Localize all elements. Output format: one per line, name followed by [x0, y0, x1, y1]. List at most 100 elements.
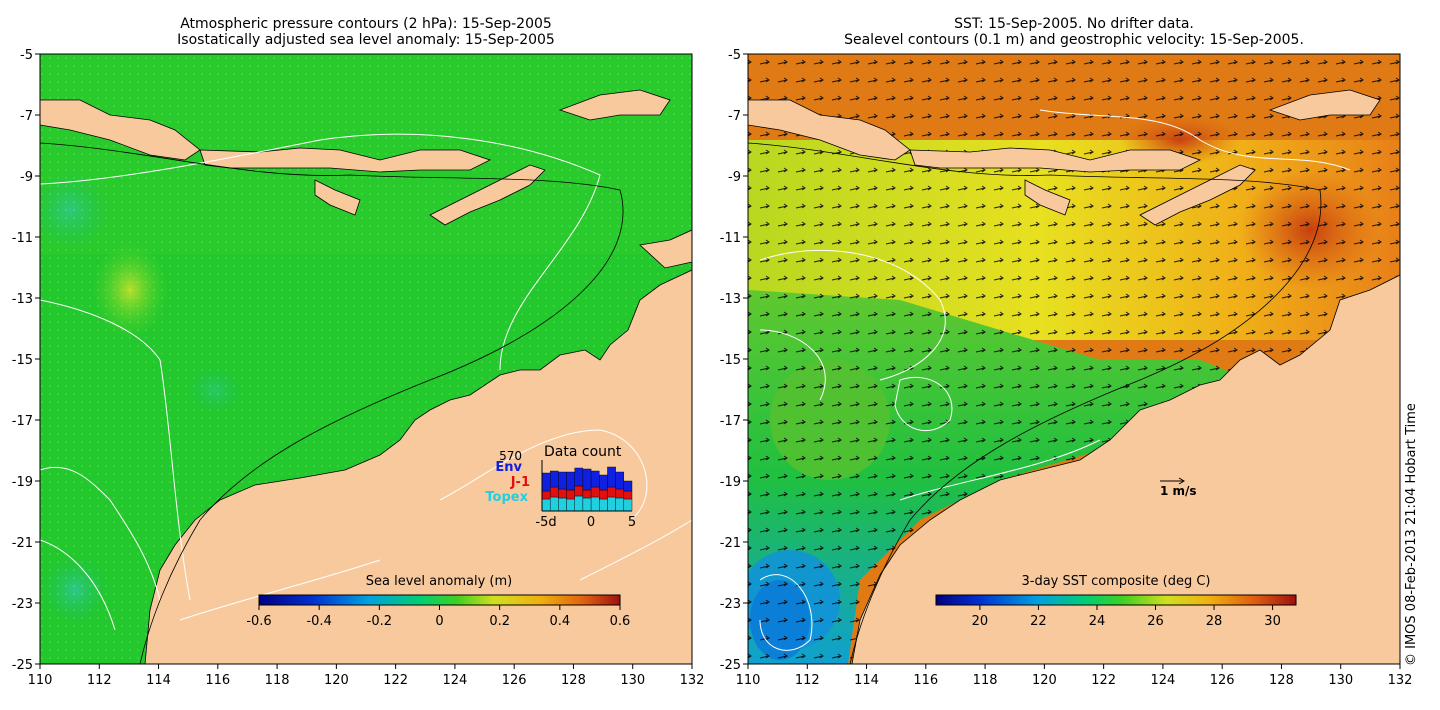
- left-lon-tick-118: 118: [265, 673, 290, 688]
- left-lat-tick--15: -15: [12, 353, 33, 368]
- right-title-line2: Sealevel contours (0.1 m) and geostrophi…: [844, 32, 1304, 48]
- data-count-bar: [623, 498, 633, 512]
- left-cb-tick-0.2: 0.2: [489, 614, 510, 629]
- left-lat-tick--17: -17: [12, 414, 33, 429]
- left-map: [40, 54, 692, 664]
- data-count-bar: [558, 497, 567, 512]
- velocity-scale-label: 1 m/s: [1160, 484, 1197, 498]
- left-lon-tick-128: 128: [561, 673, 586, 688]
- left-lon-tick-116: 116: [205, 673, 230, 688]
- left-lat-tick--11: -11: [12, 231, 33, 246]
- data-count-bar: [558, 488, 567, 499]
- data-count-bar: [615, 471, 625, 490]
- data-count-bar: [615, 488, 625, 499]
- legend-env: Env: [495, 460, 522, 475]
- dc-xtick-2: 5: [628, 515, 636, 530]
- left-cb-tick--0.6: -0.6: [246, 614, 271, 629]
- data-count-bar: [607, 496, 616, 512]
- data-count-bar: [623, 490, 633, 500]
- data-count-bar: [623, 480, 633, 492]
- right-lat-tick--15: -15: [720, 353, 741, 368]
- data-count-bar: [599, 489, 608, 500]
- left-lon-tick-124: 124: [442, 673, 467, 688]
- credit-text: © IMOS 08-Feb-2013 21:04 Hobart Time: [1404, 403, 1419, 666]
- left-lon-tick-130: 130: [620, 673, 645, 688]
- data-count-bar: [574, 495, 584, 512]
- right-axes: 110 112 114 116 118 120 122 124 126 128 130 132 -5 -7…: [720, 48, 1413, 688]
- right-lat-tick--7: -7: [728, 109, 741, 124]
- right-colorbar: 3-day SST composite (deg C) 20 22 24 26 28 30: [935, 574, 1297, 629]
- legend-j1: J-1: [510, 475, 530, 490]
- left-lat-tick--7: -7: [20, 109, 33, 124]
- left-lat-tick--25: -25: [12, 658, 33, 673]
- right-lon-tick-114: 114: [854, 673, 879, 688]
- data-count-bar: [566, 471, 575, 491]
- left-lat-tick--19: -19: [12, 475, 33, 490]
- right-lon-tick-110: 110: [736, 673, 761, 688]
- right-cb-tick-22: 22: [1030, 614, 1047, 629]
- right-lat-tick--21: -21: [720, 536, 741, 551]
- left-lat-tick--5: -5: [20, 48, 33, 63]
- data-count-bar: [582, 497, 592, 512]
- right-isobath: [748, 142, 1322, 664]
- left-lat-tick--9: -9: [20, 170, 33, 185]
- left-lon-tick-120: 120: [324, 673, 349, 688]
- right-lat-tick--19: -19: [720, 475, 741, 490]
- data-count-bar: [582, 489, 592, 499]
- data-count-bar: [599, 474, 608, 491]
- right-lon-tick-112: 112: [795, 673, 820, 688]
- dc-xtick-1: 0: [587, 515, 595, 530]
- right-lat-tick--9: -9: [728, 170, 741, 185]
- left-lon-tick-110: 110: [28, 673, 53, 688]
- data-count-bar: [590, 486, 600, 498]
- left-lon-tick-122: 122: [383, 673, 408, 688]
- left-lon-tick-126: 126: [502, 673, 527, 688]
- right-lon-tick-126: 126: [1210, 673, 1235, 688]
- dc-xtick-0: -5d: [535, 515, 556, 530]
- data-count-inset: Data count 570 Env J-1 Topex -5d 0 5: [485, 444, 636, 530]
- left-title-line1: Atmospheric pressure contours (2 hPa): 1…: [180, 16, 552, 32]
- legend-topex: Topex: [485, 490, 528, 505]
- data-count-title: Data count: [544, 444, 622, 460]
- data-count-bar: [574, 467, 584, 487]
- left-cb-tick-0.6: 0.6: [610, 614, 631, 629]
- right-lon-tick-124: 124: [1150, 673, 1175, 688]
- right-cb-tick-20: 20: [972, 614, 989, 629]
- left-title-line2: Isostatically adjusted sea level anomaly…: [177, 32, 555, 48]
- right-cb-tick-30: 30: [1264, 614, 1281, 629]
- data-count-bar: [549, 486, 559, 498]
- data-count-bar: [599, 498, 608, 512]
- left-land-java-bali: [40, 99, 201, 161]
- right-lon-tick-120: 120: [1032, 673, 1057, 688]
- left-cb-tick-0.4: 0.4: [549, 614, 570, 629]
- left-lat-tick--21: -21: [12, 536, 33, 551]
- right-lat-tick--23: -23: [720, 597, 741, 612]
- data-count-bar: [566, 498, 575, 512]
- right-land-java-bali: [748, 99, 911, 161]
- left-axes: 110 112 114 116 118 120 122 124 126 128 130 132 -5 -7…: [12, 48, 705, 688]
- right-lon-tick-118: 118: [973, 673, 998, 688]
- right-lat-tick--5: -5: [728, 48, 741, 63]
- data-count-bar: [590, 470, 600, 488]
- left-lon-tick-112: 112: [87, 673, 112, 688]
- right-cb-tick-28: 28: [1206, 614, 1223, 629]
- right-colorbar-label: 3-day SST composite (deg C): [1021, 574, 1210, 589]
- right-lat-tick--17: -17: [720, 414, 741, 429]
- left-lat-tick--23: -23: [12, 597, 33, 612]
- left-colorbar: Sea level anomaly (m) -0.6 -0.4 -0.2 0 0.2 0.…: [246, 574, 630, 629]
- right-lat-tick--13: -13: [720, 292, 741, 307]
- data-count-bar: [615, 497, 625, 512]
- left-land-timor: [429, 164, 546, 226]
- right-lon-tick-122: 122: [1091, 673, 1116, 688]
- data-count-bar: [607, 486, 616, 498]
- data-count-bar: [558, 471, 567, 490]
- data-count-max: 570: [499, 449, 522, 463]
- left-lat-tick--13: -13: [12, 292, 33, 307]
- data-count-bar: [582, 468, 592, 491]
- right-map: 1 m/s: [748, 54, 1400, 664]
- left-colorbar-label: Sea level anomaly (m): [366, 574, 512, 589]
- data-count-bar: [549, 496, 559, 512]
- data-count-bar: [541, 472, 551, 492]
- data-count-bar: [541, 490, 551, 500]
